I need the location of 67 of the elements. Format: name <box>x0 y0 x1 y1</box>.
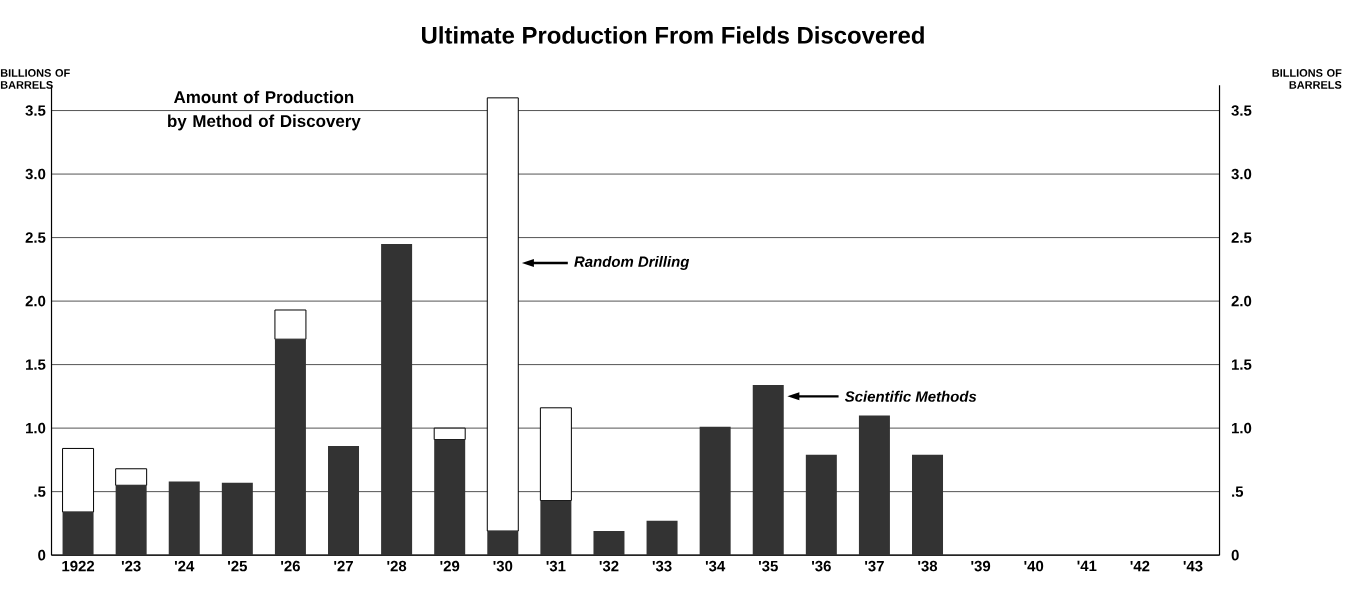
x-tick-label: '29 <box>440 560 460 572</box>
bar <box>62 447 95 513</box>
bar <box>274 339 306 556</box>
x-tick-label: '33 <box>652 560 672 572</box>
y2-tick-label: 3.0 <box>1231 168 1252 180</box>
bar <box>168 481 200 556</box>
y-tick-label: 3.5 <box>25 105 46 116</box>
bar <box>433 427 466 441</box>
y2-tick-label: 3.5 <box>1231 105 1252 116</box>
x-tick-label: '24 <box>174 560 195 572</box>
bar <box>539 407 572 502</box>
bar <box>699 426 731 556</box>
bar <box>912 454 944 556</box>
text: Amount of Production by Method of Discovery <box>168 90 361 131</box>
x-tick-label: '30 <box>493 560 513 572</box>
bar <box>115 468 148 486</box>
bar <box>434 439 466 556</box>
x-tick-label: '36 <box>812 560 831 572</box>
x-tick-label: '42 <box>1130 560 1150 572</box>
y2-tick-label: 0 <box>1231 549 1239 561</box>
chart-title: Ultimate Production From Fields Discovered <box>422 26 924 44</box>
x-tick-label: '40 <box>1024 560 1044 572</box>
x-tick-label: '27 <box>334 560 353 572</box>
y-tick-label: 2.0 <box>25 295 46 307</box>
x-tick-label: '39 <box>971 560 991 572</box>
bar <box>221 482 253 556</box>
y-tick-label: 1.0 <box>26 422 46 434</box>
bar <box>381 243 413 556</box>
x-tick-label: '34 <box>705 560 726 572</box>
bar <box>540 500 572 556</box>
x-tick-label: '43 <box>1183 560 1203 572</box>
bar <box>274 309 307 340</box>
y-tick-label: 3.0 <box>25 168 46 180</box>
x-tick-label: '37 <box>865 560 884 572</box>
x-tick-label: '38 <box>918 560 938 572</box>
y2-tick-label: 2.0 <box>1231 295 1252 307</box>
bar <box>752 384 784 556</box>
bar <box>805 454 837 556</box>
bar <box>328 445 360 556</box>
x-tick-label: '41 <box>1077 560 1097 572</box>
x-tick-label: '25 <box>228 560 247 572</box>
y-tick-label: 2.5 <box>25 232 46 243</box>
y2-tick-label: 2.5 <box>1231 232 1252 243</box>
bar <box>487 531 519 556</box>
annotation: Scientific Methods <box>844 390 977 402</box>
y-axis-title: BILLIONS OF BARRELS <box>0 69 70 89</box>
annotation: Random Drilling <box>574 256 690 270</box>
y2-tick-label: 1.0 <box>1231 422 1252 434</box>
x-tick-label: '28 <box>387 560 407 572</box>
bar <box>593 531 625 556</box>
x-tick-label: 1922 <box>62 560 95 572</box>
bar <box>115 485 147 556</box>
y2-tick-label: .5 <box>1232 486 1244 497</box>
x-tick-label: '23 <box>121 560 141 572</box>
x-tick-label: '35 <box>758 560 778 572</box>
bar <box>62 511 94 556</box>
y-tick-label: 1.5 <box>26 359 46 370</box>
y2-tick-label: 1.5 <box>1231 359 1252 370</box>
bar <box>486 97 519 532</box>
x-tick-label: '26 <box>281 560 300 572</box>
bar <box>858 415 890 556</box>
y-tick-label: 0 <box>38 549 46 561</box>
x-tick-label: '32 <box>599 560 619 572</box>
x-tick-label: '31 <box>546 560 566 572</box>
bar <box>646 520 678 556</box>
y-tick-label: .5 <box>34 486 46 497</box>
y2-axis-title: BILLIONS OF BARRELS <box>1272 69 1342 89</box>
